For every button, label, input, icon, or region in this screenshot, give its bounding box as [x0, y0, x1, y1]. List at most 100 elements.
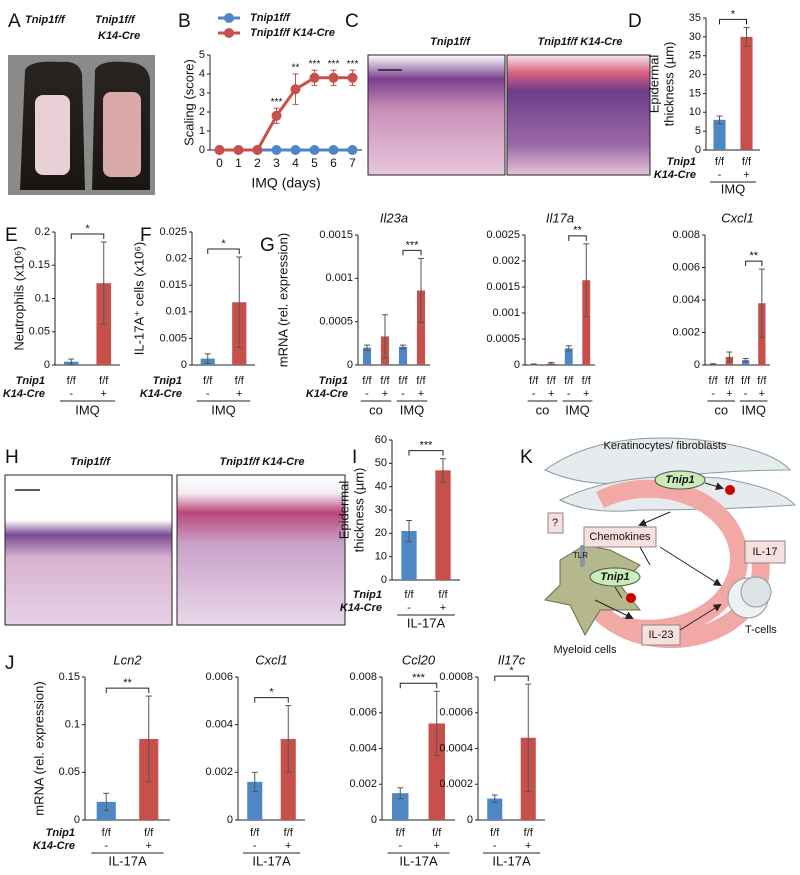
row-label: Tnip1 — [667, 156, 696, 168]
chart-title: Il23a — [380, 210, 408, 225]
category-label: - — [104, 840, 108, 852]
category-label: f/f — [284, 827, 294, 839]
y-tick-label: 0.002 — [205, 766, 233, 778]
y-tick-label: 0 — [371, 814, 377, 826]
category-label: f/f — [99, 375, 109, 387]
photo-label: Tnip1f/f K14-Cre — [220, 456, 305, 468]
y-axis-label: thickness (µm) — [351, 468, 366, 553]
bar — [435, 470, 451, 580]
photo-label: Tnip1f/f — [95, 14, 136, 26]
diagram-label: ? — [552, 517, 558, 529]
significance-bracket — [402, 249, 422, 256]
significance-label: *** — [347, 59, 359, 70]
photo-label: Tnip1f/f — [70, 456, 111, 468]
group-label: co — [369, 402, 383, 417]
y-axis-label: Epidermal — [646, 55, 661, 114]
significance-label: * — [85, 223, 90, 235]
y-tick-label: 0 — [181, 359, 187, 371]
category-label: f/f — [404, 589, 414, 601]
category-label: + — [583, 388, 589, 400]
bar — [582, 280, 591, 365]
photo-h — [4, 474, 346, 626]
y-tick-label: 10 — [689, 106, 701, 118]
bar — [362, 347, 372, 365]
series-line — [219, 76, 353, 152]
category-label: f/f — [709, 375, 719, 387]
y-tick-label: 0.0008 — [439, 671, 473, 683]
category-label: + — [418, 388, 424, 400]
y-axis-label: Neutrophils (x10⁶) — [11, 246, 26, 350]
row-label: K14-Cre — [306, 388, 348, 400]
group-label: IL-17A — [108, 853, 147, 868]
x-tick-label: 7 — [349, 156, 356, 170]
significance-label: *** — [406, 239, 420, 251]
y-tick-label: 35 — [689, 12, 701, 24]
y-tick-label: 0.0004 — [439, 742, 473, 754]
marker — [214, 145, 225, 155]
category-label: f/f — [398, 375, 408, 387]
group-label: IMQ — [75, 402, 100, 417]
category-label: f/f — [432, 827, 442, 839]
category-label: f/f — [416, 375, 426, 387]
chart-title: Il17a — [546, 210, 574, 225]
category-label: - — [493, 840, 497, 852]
bar — [398, 346, 408, 365]
y-axis-label: Epidermal — [336, 481, 351, 540]
significance-bracket — [399, 682, 438, 689]
significance-label: *** — [420, 440, 434, 452]
bar — [416, 290, 426, 365]
category-label: - — [206, 388, 210, 400]
y-tick-label: 0.008 — [349, 671, 377, 683]
significance-label: * — [509, 665, 514, 677]
panel-letter: D — [628, 11, 642, 32]
y-axis-label: thickness (µm) — [661, 42, 676, 127]
significance-bracket — [568, 235, 587, 241]
y-tick-label: 10 — [375, 551, 387, 563]
y-tick-label: 0.002 — [672, 326, 700, 338]
significance-label: * — [221, 238, 226, 250]
y-tick-label: 0.0015 — [319, 229, 353, 241]
significance-bracket — [105, 687, 150, 694]
y-tick-label: 0.02 — [166, 253, 187, 265]
y-tick-label: 0 — [74, 814, 80, 826]
y-tick-label: 0.0002 — [439, 778, 473, 790]
significance-label: ** — [123, 677, 132, 689]
category-label: f/f — [490, 827, 500, 839]
legend-label: Tnip1f/f K14-Cre — [250, 27, 335, 39]
y-tick-label: 0.002 — [349, 778, 377, 790]
group-label: IL-17A — [407, 615, 446, 630]
y-tick-label: 0 — [347, 359, 353, 371]
row-label: Tnip1 — [353, 589, 382, 601]
y-tick-label: 0.008 — [672, 229, 700, 241]
y-tick-label: 0.1 — [35, 292, 50, 304]
diagram-label: Myeloid cells — [554, 644, 617, 656]
x-axis-label: IMQ (days) — [251, 175, 320, 191]
panel-letter: A — [8, 11, 21, 32]
y-tick-label: 4 — [199, 68, 205, 80]
category-label: + — [548, 388, 554, 400]
y-tick-label: 0.002 — [492, 255, 520, 267]
y-tick-label: 0.0025 — [486, 229, 520, 241]
y-tick-label: 0 — [199, 144, 205, 156]
y-tick-label: 15 — [689, 87, 701, 99]
category-label: + — [726, 388, 732, 400]
significance-bracket — [745, 260, 763, 267]
x-tick-label: 6 — [330, 156, 337, 170]
group-label: IMQ — [211, 402, 236, 417]
category-label: f/f — [582, 375, 592, 387]
category-label: f/f — [741, 375, 751, 387]
diagram-label: Tnip1 — [665, 474, 694, 486]
chart-title: Cxcl1 — [255, 652, 288, 667]
x-tick-label: 0 — [216, 156, 223, 170]
bar — [280, 738, 296, 820]
diagram-label: TLR — [573, 551, 588, 560]
y-tick-label: 0.004 — [672, 294, 700, 306]
y-tick-label: 0.01 — [166, 306, 187, 318]
y-tick-label: 0 — [694, 359, 700, 371]
marker — [328, 145, 339, 155]
y-axis-label: Scaling (score) — [181, 59, 196, 146]
category-label: + — [440, 602, 446, 614]
x-tick-label: 3 — [273, 156, 280, 170]
bar — [713, 119, 726, 150]
